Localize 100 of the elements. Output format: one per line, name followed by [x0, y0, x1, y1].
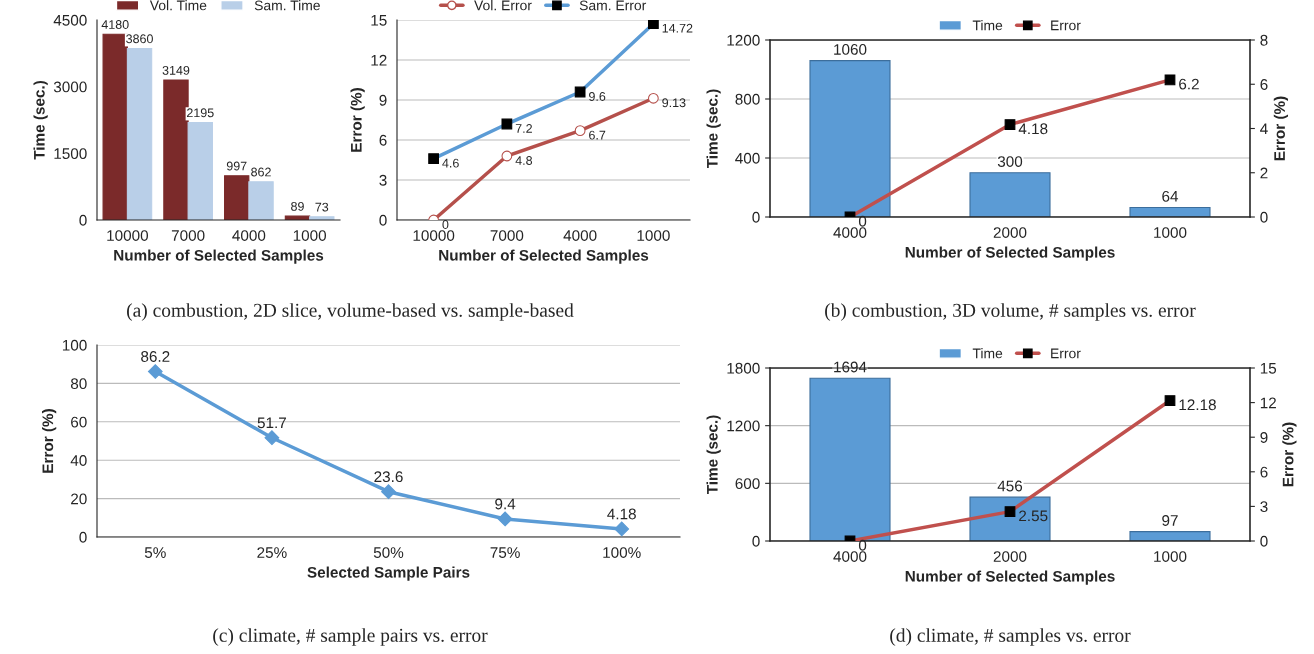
data-label: 73 — [315, 202, 329, 212]
y-tick-label: 3 — [379, 174, 387, 186]
data-label: 6.7 — [589, 130, 606, 140]
point — [381, 484, 396, 500]
text: (d) climate, # samples vs. error — [890, 628, 1131, 646]
y-tick-label: 0 — [752, 211, 760, 223]
bar — [224, 175, 250, 220]
y2-tick-label: 0 — [1260, 211, 1268, 223]
y-tick-label: 6 — [379, 134, 387, 146]
y-tick-label: 1200 — [727, 420, 760, 432]
point — [501, 150, 513, 162]
legend-label: Sam. Error — [579, 0, 647, 11]
y-tick-label: 0 — [79, 214, 87, 226]
data-label: 23.6 — [374, 471, 403, 483]
y-tick-label: 400 — [735, 152, 760, 164]
y-tick-label: 800 — [735, 93, 760, 105]
y-tick-label: 1500 — [54, 148, 87, 160]
x-tick-label: 75% — [490, 547, 520, 558]
x-tick-label: 10000 — [107, 230, 149, 241]
x-tick-label: 1000 — [1154, 227, 1187, 238]
data-label: 4.18 — [1018, 123, 1048, 135]
legend-label: Error — [1051, 20, 1081, 31]
legend-label: Sam. Time — [254, 0, 320, 11]
data-label: 2195 — [187, 108, 214, 118]
data-label: 3860 — [126, 34, 153, 44]
y2-tick-label: 12 — [1260, 397, 1276, 409]
y-tick-label: 0 — [752, 535, 760, 547]
data-label: 64 — [1162, 190, 1179, 202]
y2-tick-label: 6 — [1260, 466, 1268, 478]
y-axis-title: Error (%) — [350, 88, 365, 152]
data-label: 86.2 — [141, 351, 170, 362]
y-axis-title: Error (%) — [41, 409, 57, 473]
point — [614, 521, 630, 537]
x-axis-title: Number of Selected Samples — [905, 570, 1115, 585]
y2-tick-label: 2 — [1260, 167, 1268, 179]
x-tick-label: 1000 — [637, 230, 670, 241]
point — [574, 125, 586, 137]
y-tick-label: 1800 — [727, 362, 760, 374]
y-tick-label: 1200 — [727, 34, 760, 46]
y-tick-label: 0 — [379, 214, 387, 226]
data-label: 3149 — [162, 65, 190, 75]
x-tick-label: 1000 — [293, 230, 327, 241]
x-tick-label: 4000 — [833, 551, 867, 562]
y-axis-title: Time (sec.) — [706, 415, 721, 495]
data-label: 0 — [442, 220, 449, 229]
y2-tick-label: 9 — [1260, 432, 1268, 443]
x-tick-label: 7000 — [490, 230, 524, 241]
legend-label: Error — [1051, 348, 1081, 359]
data-label: 14.72 — [662, 23, 693, 33]
y2-tick-label: 6 — [1260, 79, 1268, 90]
y-tick-label: 100 — [62, 339, 87, 351]
data-label: 6.2 — [1179, 78, 1199, 90]
data-label: 4.6 — [442, 158, 459, 168]
x-tick-label: 4000 — [232, 230, 266, 241]
data-label: 456 — [997, 480, 1023, 492]
x-tick-label: 4000 — [833, 227, 867, 238]
data-label: 4.18 — [607, 508, 636, 520]
data-label: 4180 — [101, 20, 129, 29]
point — [497, 511, 513, 527]
y-tick-label: 0 — [79, 531, 87, 543]
data-label: 862 — [251, 167, 271, 177]
data-label: 51.7 — [257, 417, 286, 429]
x-axis-title: Number of Selected Samples — [439, 249, 649, 264]
point — [147, 364, 163, 379]
y-tick-label: 4500 — [53, 14, 87, 26]
x-tick-label: 4000 — [563, 230, 597, 241]
data-label: 997 — [226, 161, 247, 171]
x-tick-label: 1000 — [1154, 551, 1187, 562]
y2-tick-label: 8 — [1260, 34, 1268, 46]
y2-axis-title: Error (%) — [1273, 96, 1289, 161]
legend-label: Time — [972, 20, 1003, 31]
legend-label: Time — [972, 348, 1003, 359]
bar — [187, 121, 213, 220]
x-tick-label: 2000 — [993, 551, 1027, 562]
y-tick-label: 40 — [70, 455, 87, 466]
data-label: 2.55 — [1019, 510, 1048, 522]
data-label: 1060 — [834, 44, 867, 55]
bar — [809, 377, 891, 541]
y-tick-label: 80 — [70, 378, 87, 390]
data-label: 0 — [858, 539, 867, 551]
data-label: 4.8 — [515, 156, 533, 165]
x-axis-title: Number of Selected Samples — [905, 246, 1115, 261]
data-label: 7.2 — [515, 124, 532, 133]
y2-tick-label: 0 — [1260, 535, 1268, 547]
data-label: 1694 — [834, 361, 867, 373]
x-tick-label: 7000 — [171, 230, 205, 241]
x-tick-label: 50% — [373, 547, 404, 558]
bar — [248, 181, 274, 220]
x-axis-title: Number of Selected Samples — [114, 249, 324, 264]
x-axis-title: Selected Sample Pairs — [307, 566, 470, 581]
bar — [809, 60, 891, 217]
text: (c) climate, # sample pairs vs. error — [213, 628, 488, 646]
data-label: 89 — [291, 201, 304, 211]
y-tick-label: 15 — [371, 15, 387, 26]
y2-tick-label: 15 — [1260, 363, 1277, 374]
x-tick-label: 10000 — [413, 230, 455, 241]
y-tick-label: 600 — [735, 478, 760, 490]
y-axis-title: Time (sec.) — [706, 89, 721, 169]
point — [647, 92, 659, 104]
bar — [969, 172, 1051, 217]
